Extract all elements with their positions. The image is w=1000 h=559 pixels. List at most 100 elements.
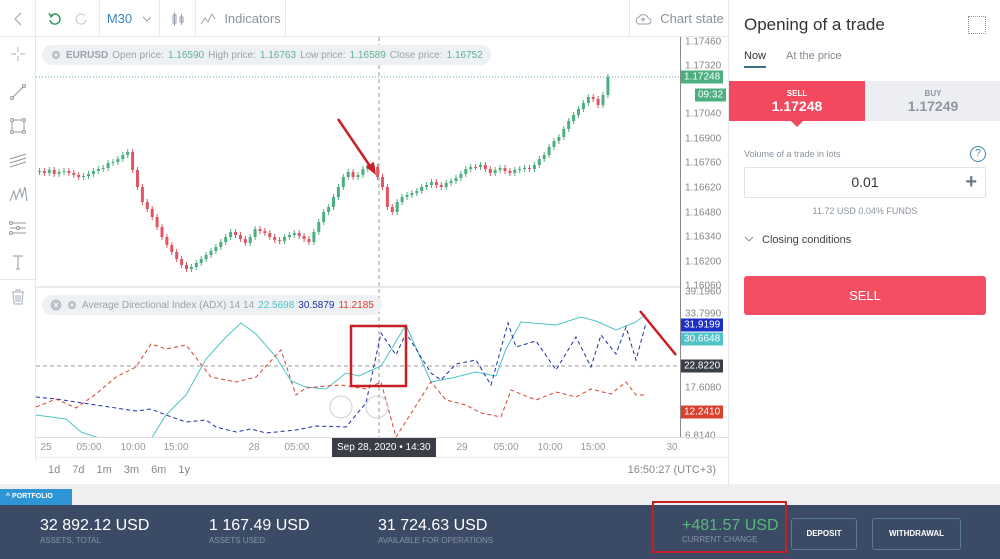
- chart-state-label: Chart state: [660, 11, 724, 26]
- assets-total: 32 892.12 USD ASSETS, TOTAL: [40, 517, 149, 545]
- gear-icon[interactable]: [66, 299, 78, 311]
- gear-icon[interactable]: [50, 49, 62, 61]
- cloud-upload-icon: [636, 13, 652, 24]
- time-tick: 15:00: [580, 442, 606, 453]
- adx-tick: 6.8140: [685, 430, 716, 442]
- range-1m[interactable]: 1m: [96, 463, 112, 476]
- indicators-button[interactable]: Indicators: [196, 0, 286, 37]
- redo-icon[interactable]: [73, 11, 89, 27]
- parallel-channel-tool[interactable]: [0, 143, 35, 177]
- minus-di-value: 11.2185: [338, 299, 374, 311]
- plus-di-tag: 31.9199: [681, 318, 724, 332]
- time-tick: 10:00: [537, 442, 563, 453]
- close-icon[interactable]: [50, 299, 62, 311]
- range-selector: 1d 7d 1m 3m 6m 1y 16:50:27 (UTC+3): [36, 457, 728, 481]
- price-axis[interactable]: 1.17460 1.17320 1.17040 1.16900 1.16760 …: [680, 36, 728, 442]
- pattern-tool[interactable]: [0, 177, 35, 211]
- help-icon[interactable]: ?: [970, 146, 986, 162]
- range-7d[interactable]: 7d: [72, 463, 85, 476]
- portfolio-label: PORTFOLIO: [12, 493, 53, 500]
- trend-line-icon: [9, 84, 26, 100]
- candlestick-icon: [172, 11, 183, 26]
- crosshair-tool[interactable]: [0, 37, 35, 71]
- change-label: CURRENT CHANGE: [682, 535, 758, 544]
- symbol-name: EURUSD: [66, 49, 109, 61]
- chevron-down-icon: [744, 236, 754, 242]
- tab-now[interactable]: Now: [744, 50, 767, 68]
- range-6m[interactable]: 6m: [151, 463, 167, 476]
- price-tick: 1.17460: [685, 36, 722, 48]
- time-tick: 05:00: [493, 442, 519, 453]
- price-tick: 1.16620: [685, 182, 722, 194]
- stat-value: 32 892.12 USD: [40, 517, 150, 534]
- price-tick: 1.16480: [685, 207, 722, 219]
- chart-type-button[interactable]: [160, 0, 196, 37]
- low-label: Low price:: [300, 49, 346, 61]
- range-1d[interactable]: 1d: [48, 463, 61, 476]
- high-label: High price:: [208, 49, 256, 61]
- text-icon: [12, 255, 23, 270]
- plus-di-value: 30.5879: [298, 299, 335, 311]
- open-label: Open price:: [112, 49, 164, 61]
- text-tool[interactable]: [0, 245, 35, 279]
- plus-icon[interactable]: +: [965, 171, 977, 193]
- adx-info-pill: Average Directional Index (ADX) 14 14 22…: [42, 295, 382, 315]
- pattern-icon: [9, 186, 27, 202]
- undo-icon[interactable]: [47, 11, 63, 27]
- current-change: +481.57 USD CURRENT CHANGE: [682, 517, 779, 544]
- chart-state-button[interactable]: Chart state: [630, 0, 728, 37]
- portfolio-toggle[interactable]: ^ PORTFOLIO: [0, 489, 72, 505]
- portfolio-bar: 32 892.12 USD ASSETS, TOTAL 1 167.49 USD…: [0, 501, 1000, 559]
- buy-label: BUY: [924, 89, 942, 98]
- price-tick: 1.17040: [685, 108, 722, 120]
- assets-used: 1 167.49 USD ASSETS USED: [209, 517, 310, 545]
- range-1y[interactable]: 1y: [178, 463, 190, 476]
- sell-button[interactable]: SELL: [744, 276, 986, 315]
- chart-toolbar: M30 Indicators Chart state: [0, 0, 728, 37]
- crosshair-value-tag: 22.8220: [681, 359, 724, 373]
- adx-tick: 33.7990: [685, 308, 722, 320]
- range-3m[interactable]: 3m: [123, 463, 140, 476]
- cursor-circle: [365, 395, 389, 419]
- minus-di-line: [36, 343, 646, 437]
- undo-redo-group: [36, 0, 100, 37]
- sell-price-box[interactable]: SELL 1.17248: [729, 81, 865, 127]
- volume-value: 0.01: [851, 174, 879, 190]
- stat-label: ASSETS USED: [209, 536, 266, 545]
- stat-value: 1 167.49 USD: [209, 517, 310, 534]
- time-axis[interactable]: 25 05:00 10:00 15:00 28 05:00 29 05:00 1…: [36, 437, 728, 457]
- rectangle-tool[interactable]: [0, 109, 35, 143]
- price-tick: 1.16900: [685, 133, 722, 145]
- closing-conditions-label: Closing conditions: [762, 234, 852, 246]
- ohlc-info-pill: EURUSD Open price: 1.16590 High price: 1.1…: [42, 45, 491, 65]
- withdrawal-button[interactable]: WITHDRAWAL: [872, 518, 961, 550]
- close-label: Close price:: [389, 49, 443, 61]
- fib-levels-icon: [8, 221, 26, 235]
- parallel-channel-icon: [9, 153, 26, 168]
- timeframe-select[interactable]: M30: [100, 0, 160, 37]
- available-funds: 31 724.63 USD AVAILABLE FOR OPERATIONS: [378, 517, 493, 545]
- cursor-circle: [329, 395, 353, 419]
- back-button[interactable]: [0, 0, 36, 37]
- price-tick: 1.16200: [685, 256, 722, 268]
- server-clock: 16:50:27 (UTC+3): [627, 463, 716, 476]
- deposit-button[interactable]: DEPOSIT: [791, 518, 857, 550]
- trend-line-tool[interactable]: [0, 75, 35, 109]
- collapse-panel-icon[interactable]: [968, 16, 986, 34]
- delete-drawings-tool[interactable]: [0, 279, 35, 313]
- change-value: +481.57 USD: [682, 517, 779, 534]
- price-tick: 1.17320: [685, 60, 722, 72]
- crosshair-icon: [10, 47, 25, 61]
- indicators-label: Indicators: [224, 11, 281, 26]
- volume-input[interactable]: 0.01 +: [744, 167, 986, 198]
- indicators-icon: [200, 12, 216, 24]
- chart-canvas[interactable]: EURUSD Open price: 1.16590 High price: 1.1…: [36, 37, 680, 437]
- adx-value: 22.5698: [258, 299, 295, 311]
- indicator-name: Average Directional Index (ADX) 14 14: [82, 299, 255, 311]
- buy-price-box[interactable]: BUY 1.17249: [865, 81, 1000, 121]
- price-tick: 1.16760: [685, 157, 722, 169]
- tab-at-the-price[interactable]: At the price: [786, 50, 842, 62]
- fib-tool[interactable]: [0, 211, 35, 245]
- high-value: 1.16763: [259, 49, 297, 61]
- closing-conditions-toggle[interactable]: Closing conditions: [744, 234, 851, 246]
